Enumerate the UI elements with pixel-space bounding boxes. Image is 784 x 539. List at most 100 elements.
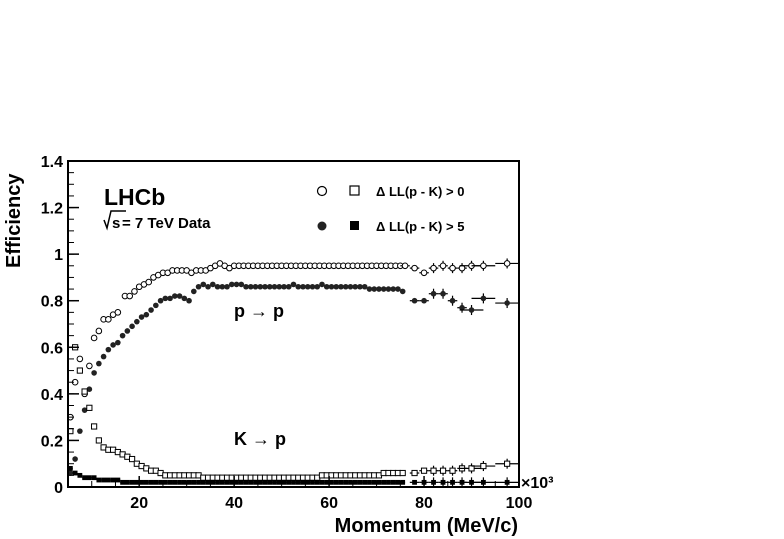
data-point	[352, 283, 359, 290]
data-point	[323, 283, 330, 290]
data-point	[440, 479, 446, 485]
x-tick-label: 60	[320, 495, 338, 512]
data-point	[328, 283, 335, 290]
data-point	[157, 297, 164, 304]
data-point	[285, 283, 292, 290]
data-point	[131, 288, 138, 295]
data-point	[148, 479, 154, 485]
x-tick-label: 20	[130, 495, 148, 512]
data-point	[162, 295, 169, 302]
data-point	[215, 479, 220, 485]
data-point	[243, 283, 249, 290]
data-point	[295, 283, 302, 290]
data-point	[205, 479, 211, 485]
data-point	[252, 283, 259, 290]
data-point	[219, 479, 225, 485]
series	[67, 465, 519, 488]
data-point	[139, 479, 144, 485]
data-point	[504, 300, 510, 306]
legend-open-square	[349, 185, 360, 196]
data-point	[338, 283, 344, 290]
data-point	[86, 362, 93, 370]
data-point	[300, 479, 306, 485]
data-point	[319, 281, 325, 288]
data-point	[390, 479, 396, 485]
legend-open-circle	[316, 185, 328, 197]
data-point	[209, 281, 216, 288]
data-point	[449, 297, 456, 304]
data-point	[371, 479, 377, 485]
data-point	[430, 264, 437, 272]
data-point	[86, 404, 93, 411]
data-point	[100, 353, 107, 360]
data-point	[105, 477, 111, 483]
data-point	[257, 479, 263, 485]
data-point	[95, 437, 102, 444]
x-tick-label: 40	[225, 495, 243, 512]
data-point	[420, 467, 428, 474]
data-point	[181, 295, 188, 302]
series	[67, 281, 519, 476]
data-point	[95, 327, 103, 335]
data-point	[281, 283, 287, 290]
data-point	[224, 479, 230, 485]
data-point	[101, 477, 107, 483]
data-point	[134, 318, 140, 325]
data-point	[411, 297, 418, 304]
data-point	[411, 469, 418, 477]
legend-label-0: Δ LL(p - K) > 0	[376, 184, 464, 199]
data-point	[343, 479, 349, 485]
series	[67, 344, 519, 481]
data-point	[338, 479, 344, 485]
x-multiplier-label: ×10³	[521, 475, 553, 492]
data-point	[105, 316, 112, 323]
data-point	[468, 307, 475, 313]
data-point	[333, 479, 339, 485]
data-point	[76, 355, 84, 363]
data-point	[145, 278, 153, 286]
data-point	[120, 479, 125, 485]
data-point	[399, 288, 406, 295]
x-tick-label: 80	[415, 495, 433, 512]
sqrt-sign	[103, 210, 126, 231]
data-point	[276, 479, 282, 485]
data-point	[224, 283, 230, 290]
data-point	[305, 479, 311, 485]
data-point	[262, 283, 268, 290]
y-tick-label: 0.2	[41, 433, 63, 450]
data-point	[352, 479, 358, 485]
data-point	[504, 460, 511, 467]
y-tick-label: 0.8	[41, 294, 63, 311]
data-point	[153, 302, 159, 309]
data-point	[347, 283, 354, 290]
data-point	[342, 283, 349, 290]
data-point	[177, 479, 182, 485]
series	[67, 258, 519, 421]
k-to-p-label: K → p	[234, 429, 286, 449]
x-tick-label: 100	[506, 495, 533, 512]
data-point	[186, 479, 192, 485]
data-point	[380, 286, 387, 292]
legend-filled-circle	[317, 221, 327, 231]
data-point	[82, 475, 88, 481]
data-point	[367, 479, 372, 485]
data-point	[86, 475, 92, 481]
energy-text: = 7 TeV Data	[122, 215, 211, 232]
data-point	[77, 428, 83, 434]
data-point	[300, 283, 306, 290]
data-point	[390, 286, 396, 292]
data-point	[134, 479, 140, 485]
data-point	[67, 465, 73, 471]
data-point	[233, 281, 240, 288]
data-point	[90, 334, 98, 342]
data-point	[440, 290, 446, 297]
data-point	[295, 479, 301, 485]
data-point	[200, 479, 206, 485]
data-point	[420, 269, 428, 277]
p-to-p-label: p → p	[234, 301, 284, 321]
data-point	[238, 479, 244, 485]
data-point	[395, 286, 401, 292]
data-point	[348, 479, 353, 485]
data-point	[91, 475, 97, 481]
data-point	[366, 286, 373, 292]
